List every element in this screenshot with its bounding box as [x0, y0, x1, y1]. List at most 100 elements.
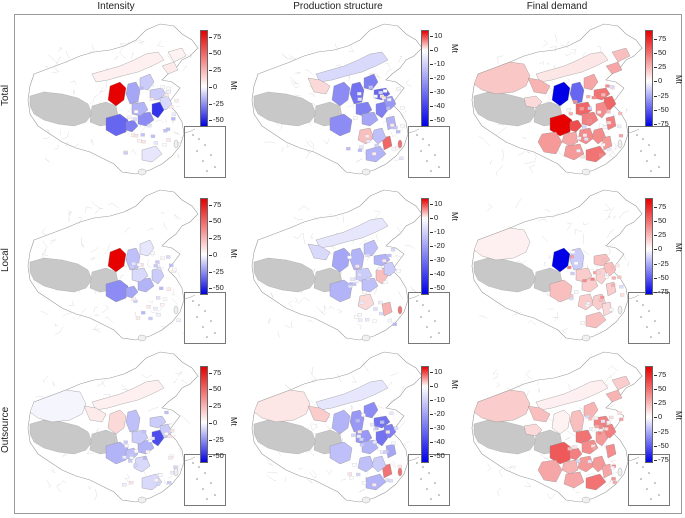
no-data-region [473, 419, 537, 455]
colorbar-tick-label: 0 [429, 44, 439, 54]
prefecture-cell [605, 84, 610, 88]
region-hubei [137, 277, 155, 293]
china-map [27, 23, 199, 176]
region-guangxi [563, 471, 585, 489]
colorbar-tick-label: -25 [654, 90, 669, 100]
prefecture-cell [129, 265, 135, 269]
inset-islands [408, 456, 440, 500]
prefecture-cell [354, 279, 360, 283]
prefecture-cell [385, 430, 391, 434]
prefecture-cell [155, 296, 161, 300]
prefecture-cell [365, 277, 371, 281]
prefecture-cell [594, 424, 599, 429]
prefecture-cell [395, 130, 401, 134]
prefecture-cell [123, 151, 128, 155]
colorbar-tick-label: 25 [653, 230, 667, 240]
prefecture-cell [359, 145, 364, 149]
prefecture-cell [167, 481, 172, 485]
prefecture-cell [592, 446, 597, 450]
island-dot [204, 310, 206, 312]
region-gansu [83, 405, 107, 423]
region-anhui [375, 429, 389, 447]
prefecture-cell [357, 92, 362, 96]
prefecture-cell [585, 301, 591, 305]
island-dot [214, 166, 216, 168]
colorbar-tick-label: -25 [209, 98, 224, 108]
prefecture-cell [365, 253, 370, 258]
region-hebei [583, 73, 599, 91]
region-hubei [581, 439, 599, 455]
island-dot [196, 316, 198, 318]
prefecture-cell [609, 307, 614, 312]
island-dot [428, 472, 430, 474]
island-dot [650, 498, 652, 500]
prefecture-cell [169, 429, 175, 433]
prefecture-cell [139, 86, 144, 90]
colorbar-tick-label: -25 [654, 258, 669, 268]
region-hebei [363, 73, 379, 91]
prefecture-cell [582, 125, 587, 129]
region-inner [315, 379, 389, 411]
prefecture-cell [387, 253, 392, 258]
colorbar-demand [645, 30, 653, 127]
island-dot [434, 154, 436, 156]
colorbar-tick-label: 0 [208, 81, 218, 91]
prefecture-cell [355, 472, 361, 477]
region-sichuan [549, 113, 573, 137]
prefecture-cell [573, 261, 579, 266]
colorbar-unit-label: Mt [450, 211, 459, 221]
prefecture-cell [611, 265, 616, 270]
prefecture-cell [127, 115, 132, 120]
island-taiwan [173, 139, 179, 149]
prefecture-cell [616, 124, 622, 129]
island-dot [420, 150, 422, 152]
prefecture-cell [378, 90, 383, 95]
column-title-final-demand: Final demand [526, 1, 588, 12]
region-anhui [595, 101, 609, 119]
region-sichuan [549, 441, 573, 465]
prefecture-cell [358, 318, 363, 322]
inset-islands [184, 456, 216, 500]
colorbar-tick-label: -40 [430, 100, 445, 110]
prefecture-cell [156, 266, 162, 271]
prefecture-cell [569, 254, 575, 259]
prefecture-cell [611, 276, 616, 280]
inset-islands [628, 456, 660, 500]
south-china-sea-inset [184, 126, 226, 178]
colorbar-tick-label: -75 [654, 455, 669, 465]
region-yunnan [537, 459, 563, 483]
region-guangdong [141, 145, 163, 163]
island-dot [426, 160, 428, 162]
prefecture-cell [169, 263, 174, 267]
prefecture-cell [368, 85, 373, 89]
region-chongqing [569, 119, 583, 133]
region-ningxia [107, 81, 127, 107]
prefecture-cell [596, 110, 602, 114]
colorbar-tick-label: -50 [209, 451, 224, 461]
island-taiwan [397, 139, 403, 149]
island-dot [434, 320, 436, 322]
inset-coastline [408, 456, 420, 462]
prefecture-cell [618, 111, 623, 116]
prefecture-cell [171, 117, 176, 121]
no-data-region [29, 91, 93, 127]
prefecture-cell [372, 440, 378, 444]
colorbar-unit-label: Mt [674, 411, 683, 421]
prefecture-cell [600, 295, 605, 300]
prefecture-cell [400, 123, 405, 128]
island-dot [192, 134, 194, 136]
prefecture-cell [381, 96, 386, 100]
colorbar-tick-label: -30 [430, 86, 445, 96]
prefecture-cell [355, 264, 360, 268]
prefecture-cell [584, 137, 589, 141]
island-dot [640, 478, 642, 480]
region-shandong [373, 253, 391, 267]
region-shandong [593, 253, 611, 267]
island-taiwan [617, 139, 623, 149]
prefecture-cell [153, 478, 159, 482]
prefecture-cell [389, 411, 394, 415]
prefecture-cell [148, 316, 153, 321]
map-panel-outsource-final-demand [466, 350, 685, 515]
prefecture-cell [391, 147, 397, 151]
colorbar-tick-label: 0 [429, 212, 439, 222]
